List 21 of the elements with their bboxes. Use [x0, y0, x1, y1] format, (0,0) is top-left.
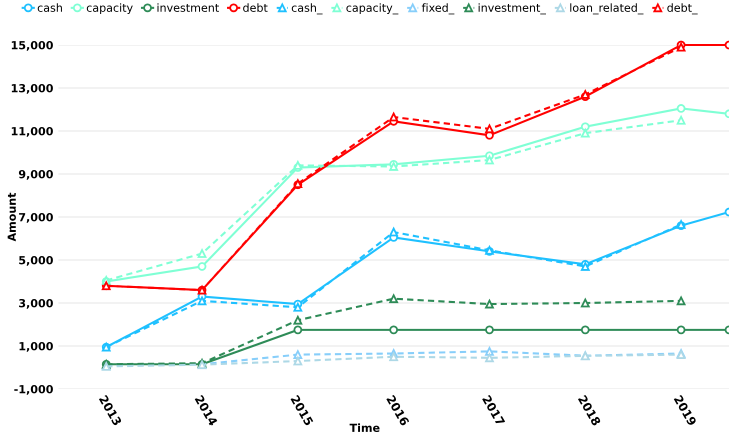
legend-label: capacity_	[346, 3, 398, 14]
y-tick-label: 7,000	[19, 212, 53, 223]
legend-label: capacity	[86, 3, 133, 14]
y-tick-label: 1,000	[20, 342, 53, 352]
y-tick-label: 9,000	[18, 170, 53, 180]
y-axis-title: Amount	[8, 192, 16, 242]
legend-label: debt_	[667, 3, 698, 14]
x-axis-title: Time	[350, 423, 380, 432]
legend-label: loan_related_	[570, 3, 644, 14]
y-tick-label: 5,000	[19, 256, 53, 266]
y-tick-label: 15,000	[12, 40, 53, 51]
legend-label: investment_	[478, 3, 546, 14]
y-tick-label: 3,000	[19, 298, 53, 309]
legend-label: investment	[158, 3, 219, 12]
legend-label: debt	[243, 3, 268, 12]
y-tick-label: 11,000	[12, 126, 53, 137]
legend-label: fixed_	[422, 3, 454, 14]
y-tick-label: 13,000	[12, 84, 53, 94]
legend-label: cash_	[292, 3, 323, 14]
y-tick-label: -1,000	[14, 384, 53, 395]
legend-label: cash	[38, 3, 62, 12]
